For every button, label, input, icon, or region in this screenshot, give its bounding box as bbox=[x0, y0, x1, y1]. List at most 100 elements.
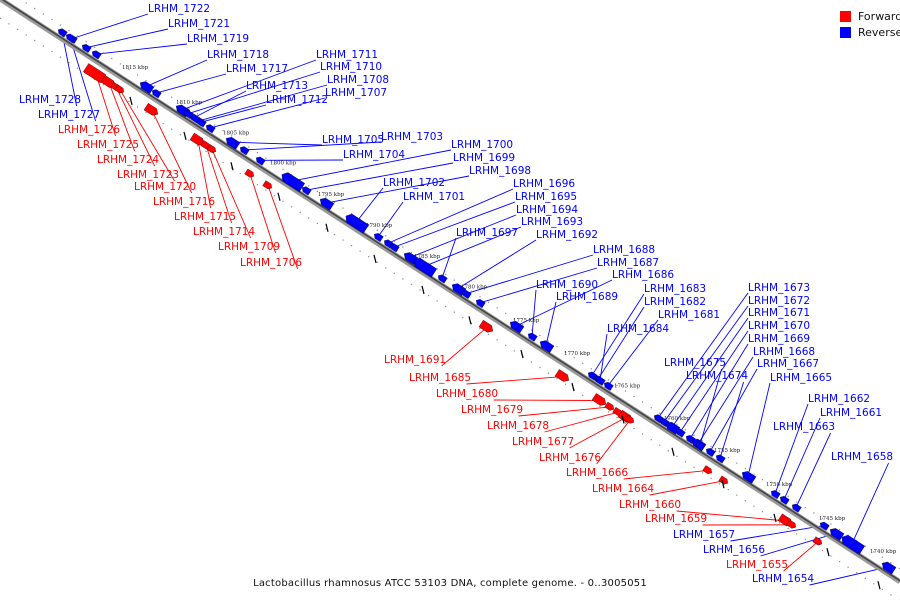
gene-label[interactable]: LRHM_1693 bbox=[521, 216, 583, 228]
gene-label[interactable]: LRHM_1701 bbox=[403, 191, 465, 203]
gene-label[interactable]: LRHM_1695 bbox=[515, 191, 577, 203]
gene-label[interactable]: LRHM_1715 bbox=[174, 211, 236, 223]
gene-label[interactable]: LRHM_1702 bbox=[383, 177, 445, 189]
gene-glyph[interactable] bbox=[196, 117, 207, 128]
gene-label[interactable]: LRHM_1705 bbox=[322, 134, 384, 146]
gene-glyph[interactable] bbox=[478, 319, 495, 334]
gene-glyph[interactable] bbox=[603, 381, 614, 391]
gene-label[interactable]: LRHM_1665 bbox=[770, 372, 832, 384]
gene-glyph[interactable] bbox=[819, 521, 830, 531]
gene-label[interactable]: LRHM_1716 bbox=[153, 196, 215, 208]
gene-label[interactable]: LRHM_1727 bbox=[38, 109, 100, 121]
gene-label[interactable]: LRHM_1674 bbox=[686, 370, 748, 382]
gene-label[interactable]: LRHM_1688 bbox=[593, 244, 655, 256]
gene-label[interactable]: LRHM_1685 bbox=[409, 372, 471, 384]
gene-label[interactable]: LRHM_1712 bbox=[266, 94, 328, 106]
gene-label[interactable]: LRHM_1664 bbox=[592, 483, 654, 495]
gene-glyph[interactable] bbox=[508, 319, 525, 334]
gene-glyph[interactable] bbox=[81, 43, 92, 53]
gene-label[interactable]: LRHM_1666 bbox=[566, 467, 628, 479]
gene-glyph[interactable] bbox=[138, 79, 155, 94]
gene-glyph[interactable] bbox=[740, 469, 757, 484]
gene-glyph[interactable] bbox=[527, 332, 538, 342]
gene-label[interactable]: LRHM_1722 bbox=[148, 3, 210, 15]
gene-label[interactable]: LRHM_1656 bbox=[703, 544, 765, 556]
gene-glyph[interactable] bbox=[224, 135, 241, 150]
gene-label[interactable]: LRHM_1709 bbox=[218, 241, 280, 253]
gene-label[interactable]: LRHM_1717 bbox=[226, 63, 288, 75]
gene-glyph[interactable] bbox=[57, 27, 68, 38]
gene-glyph[interactable] bbox=[839, 533, 865, 555]
gene-label[interactable]: LRHM_1662 bbox=[808, 393, 870, 405]
gene-label[interactable]: LRHM_1728 bbox=[19, 94, 81, 106]
gene-glyph[interactable] bbox=[343, 212, 369, 234]
gene-glyph[interactable] bbox=[318, 196, 335, 211]
gene-label[interactable]: LRHM_1684 bbox=[607, 323, 669, 335]
gene-label[interactable]: LRHM_1708 bbox=[327, 74, 389, 86]
gene-label[interactable]: LRHM_1691 bbox=[384, 354, 446, 366]
gene-glyph[interactable] bbox=[812, 536, 824, 547]
gene-label[interactable]: LRHM_1655 bbox=[726, 559, 788, 571]
gene-label[interactable]: LRHM_1692 bbox=[536, 229, 598, 241]
gene-label[interactable]: LRHM_1706 bbox=[240, 257, 302, 269]
gene-glyph[interactable] bbox=[880, 560, 897, 575]
gene-label[interactable]: LRHM_1720 bbox=[134, 181, 196, 193]
gene-glyph[interactable] bbox=[675, 427, 686, 438]
gene-label[interactable]: LRHM_1654 bbox=[752, 573, 814, 585]
gene-label[interactable]: LRHM_1668 bbox=[753, 346, 815, 358]
gene-label[interactable]: LRHM_1663 bbox=[773, 421, 835, 433]
gene-label[interactable]: LRHM_1657 bbox=[673, 529, 735, 541]
gene-glyph[interactable] bbox=[461, 289, 472, 299]
gene-label[interactable]: LRHM_1678 bbox=[487, 420, 549, 432]
gene-glyph[interactable] bbox=[279, 170, 305, 192]
gene-label[interactable]: LRHM_1673 bbox=[748, 282, 810, 294]
gene-glyph[interactable] bbox=[437, 273, 448, 284]
gene-label[interactable]: LRHM_1725 bbox=[77, 139, 139, 151]
gene-glyph[interactable] bbox=[255, 155, 266, 166]
gene-glyph[interactable] bbox=[604, 401, 616, 412]
gene-glyph[interactable] bbox=[91, 49, 102, 60]
gene-label[interactable]: LRHM_1661 bbox=[820, 407, 882, 419]
gene-label[interactable]: LRHM_1687 bbox=[597, 257, 659, 269]
gene-glyph[interactable] bbox=[554, 369, 571, 383]
gene-label[interactable]: LRHM_1703 bbox=[381, 131, 443, 143]
gene-label[interactable]: LRHM_1671 bbox=[748, 307, 810, 319]
gene-glyph[interactable] bbox=[373, 232, 384, 242]
gene-glyph[interactable] bbox=[828, 526, 845, 541]
gene-label[interactable]: LRHM_1724 bbox=[97, 154, 159, 166]
gene-glyph[interactable] bbox=[475, 298, 486, 308]
gene-label[interactable]: LRHM_1658 bbox=[831, 451, 893, 463]
gene-glyph[interactable] bbox=[715, 453, 726, 464]
gene-label[interactable]: LRHM_1681 bbox=[658, 309, 720, 321]
gene-label[interactable]: LRHM_1700 bbox=[451, 139, 513, 151]
gene-label[interactable]: LRHM_1721 bbox=[168, 18, 230, 30]
gene-glyph[interactable] bbox=[786, 519, 798, 530]
gene-label[interactable]: LRHM_1718 bbox=[207, 49, 269, 61]
gene-label[interactable]: LRHM_1682 bbox=[644, 296, 706, 308]
gene-glyph[interactable] bbox=[411, 256, 437, 278]
gene-label[interactable]: LRHM_1690 bbox=[536, 279, 598, 291]
gene-label[interactable]: LRHM_1670 bbox=[748, 320, 810, 332]
gene-glyph[interactable] bbox=[624, 414, 636, 425]
gene-label[interactable]: LRHM_1689 bbox=[556, 291, 618, 303]
gene-label[interactable]: LRHM_1680 bbox=[436, 388, 498, 400]
gene-glyph[interactable] bbox=[301, 185, 312, 196]
gene-label[interactable]: LRHM_1679 bbox=[461, 404, 523, 416]
gene-glyph[interactable] bbox=[538, 338, 555, 353]
gene-glyph[interactable] bbox=[205, 123, 216, 134]
gene-label[interactable]: LRHM_1698 bbox=[469, 165, 531, 177]
gene-glyph[interactable] bbox=[779, 495, 790, 505]
gene-label[interactable]: LRHM_1726 bbox=[58, 124, 120, 136]
gene-label[interactable]: LRHM_1659 bbox=[645, 513, 707, 525]
gene-glyph[interactable] bbox=[189, 113, 200, 123]
gene-glyph[interactable] bbox=[206, 144, 218, 154]
gene-label[interactable]: LRHM_1686 bbox=[612, 269, 674, 281]
gene-glyph[interactable] bbox=[705, 447, 716, 457]
gene-glyph[interactable] bbox=[239, 145, 250, 156]
gene-glyph[interactable] bbox=[389, 242, 400, 253]
gene-glyph[interactable] bbox=[143, 103, 160, 117]
gene-glyph[interactable] bbox=[695, 440, 706, 451]
gene-glyph[interactable] bbox=[770, 489, 781, 499]
gene-glyph[interactable] bbox=[65, 32, 76, 43]
gene-glyph[interactable] bbox=[244, 168, 256, 179]
